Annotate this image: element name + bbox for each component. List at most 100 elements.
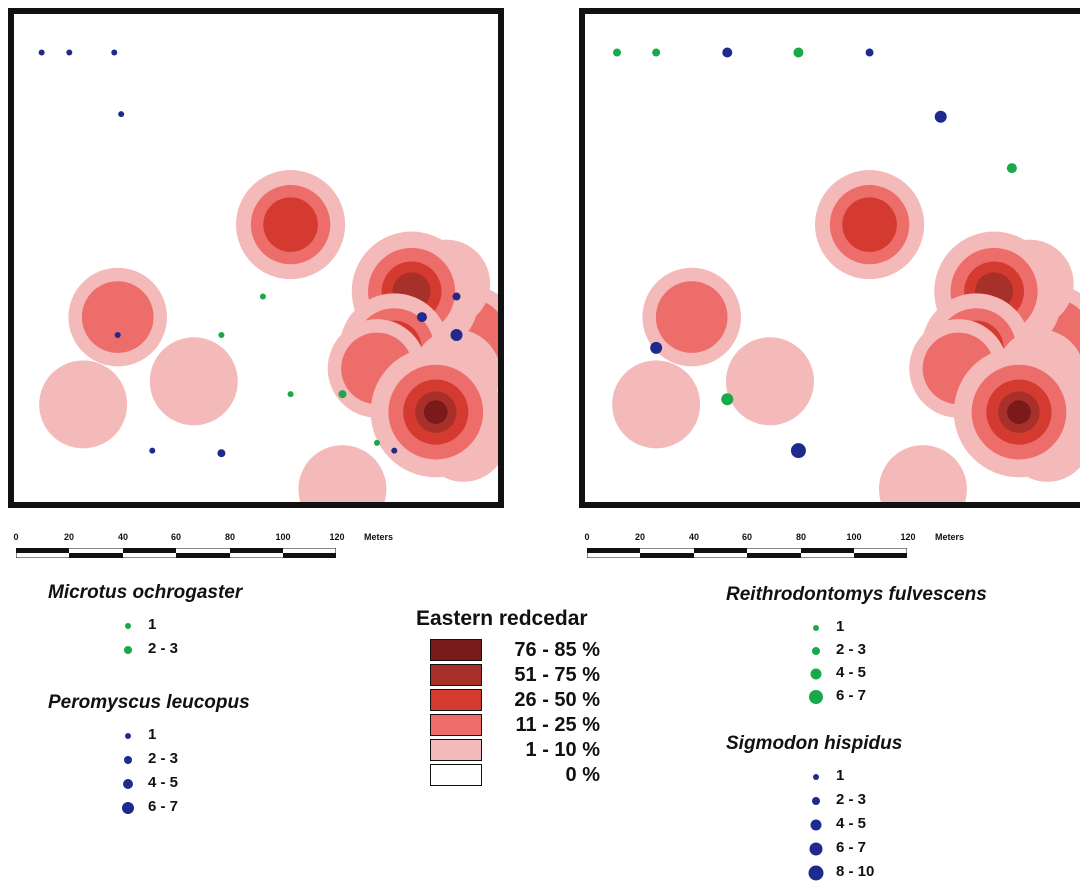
cedar-swatch bbox=[430, 664, 482, 686]
legend-row-reithrodontomys-3: 4 - 5 bbox=[806, 664, 956, 684]
scale-tick: 100 bbox=[846, 532, 862, 542]
capture-point bbox=[391, 447, 398, 454]
legend-row-sigmodon-4: 6 - 7 bbox=[806, 839, 956, 859]
capture-point bbox=[416, 312, 427, 323]
cedar-swatch bbox=[430, 764, 482, 786]
scale-tick: 20 bbox=[63, 532, 75, 542]
legend-dot-icon bbox=[813, 625, 819, 631]
map-panel-left bbox=[8, 8, 504, 508]
capture-point bbox=[259, 293, 266, 300]
scale-tick: 120 bbox=[900, 532, 916, 542]
capture-point bbox=[793, 47, 804, 58]
scale-bar-graphic bbox=[16, 548, 336, 558]
cedar-density-map-right bbox=[612, 47, 1080, 502]
scale-unit: Meters bbox=[935, 532, 965, 542]
legend-dot-icon bbox=[810, 819, 822, 831]
scale-tick: 0 bbox=[13, 532, 19, 542]
legend-dot-icon bbox=[123, 779, 133, 789]
capture-point bbox=[721, 393, 734, 406]
legend-dot-icon bbox=[809, 690, 823, 704]
capture-point bbox=[338, 390, 347, 399]
legend-row-cedar-3: 26 - 50 % bbox=[430, 689, 610, 714]
scale-bar-graphic bbox=[587, 548, 907, 558]
legend-title-reithrodontomys: Reithrodontomys fulvescens bbox=[726, 584, 987, 605]
scale-tick: 0 bbox=[584, 532, 590, 542]
capture-point bbox=[722, 47, 733, 58]
cedar-density-map-left bbox=[38, 49, 498, 502]
legend-row-microtus-2: 2 - 3 bbox=[118, 640, 268, 660]
cedar-swatch bbox=[430, 739, 482, 761]
scale-tick: 120 bbox=[329, 532, 345, 542]
capture-point bbox=[38, 49, 45, 56]
legend-row-cedar-1: 76 - 85 % bbox=[430, 639, 610, 664]
legend-row-peromyscus-2: 2 - 3 bbox=[118, 750, 268, 770]
capture-point bbox=[790, 443, 806, 459]
scale-tick: 20 bbox=[634, 532, 646, 542]
capture-point bbox=[613, 48, 622, 57]
legend-row-cedar-6: 0 % bbox=[430, 764, 610, 789]
legend-dot-icon bbox=[812, 647, 820, 655]
legend-row-cedar-5: 1 - 10 % bbox=[430, 739, 610, 764]
legend-dot-icon bbox=[808, 865, 824, 881]
cedar-patch bbox=[1007, 400, 1031, 424]
scale-bar-right: 0 20 40 60 80 100 120 Meters bbox=[579, 532, 964, 562]
legend-title-cedar: Eastern redcedar bbox=[416, 607, 588, 630]
scale-tick: 100 bbox=[275, 532, 291, 542]
capture-point bbox=[374, 439, 380, 446]
cedar-patch bbox=[81, 281, 154, 353]
capture-point bbox=[934, 110, 947, 123]
cedar-patch bbox=[423, 400, 448, 424]
legend-dot-icon bbox=[125, 623, 131, 629]
scale-bar-left: 0 20 40 60 80 100 120 Meters bbox=[8, 532, 393, 562]
cedar-patch bbox=[263, 197, 318, 252]
legend-row-reithrodontomys-4: 6 - 7 bbox=[806, 687, 956, 707]
capture-point bbox=[114, 332, 121, 339]
legend-row-peromyscus-4: 6 - 7 bbox=[118, 798, 268, 818]
cedar-patch bbox=[298, 445, 387, 502]
legend-row-sigmodon-5: 8 - 10 bbox=[806, 863, 956, 883]
capture-point bbox=[452, 292, 461, 301]
legend-row-reithrodontomys-1: 1 bbox=[806, 618, 956, 638]
legend-title-peromyscus: Peromyscus leucopus bbox=[48, 692, 250, 713]
capture-point bbox=[287, 391, 294, 398]
capture-point bbox=[652, 48, 661, 57]
capture-point bbox=[118, 111, 125, 118]
cedar-patch bbox=[878, 445, 967, 502]
capture-point bbox=[111, 49, 118, 56]
legend-title-sigmodon: Sigmodon hispidus bbox=[726, 733, 903, 754]
legend-dot-icon bbox=[122, 802, 134, 814]
legend-dot-icon bbox=[809, 842, 823, 856]
legend-dot-icon bbox=[124, 756, 132, 764]
scale-tick: 40 bbox=[117, 532, 129, 542]
cedar-swatch bbox=[430, 689, 482, 711]
capture-point bbox=[66, 49, 73, 56]
capture-point bbox=[149, 447, 156, 454]
scale-ticks-left: 0 20 40 60 80 100 120 Meters bbox=[8, 532, 393, 546]
capture-point bbox=[1006, 163, 1017, 174]
legend-row-peromyscus-1: 1 bbox=[118, 726, 268, 746]
cedar-swatch bbox=[430, 714, 482, 736]
scale-tick: 60 bbox=[741, 532, 753, 542]
scale-tick: 40 bbox=[688, 532, 700, 542]
legend-dot-icon bbox=[810, 668, 822, 680]
cedar-patch bbox=[655, 281, 728, 353]
scale-ticks-right: 0 20 40 60 80 100 120 Meters bbox=[579, 532, 964, 546]
legend-row-cedar-2: 51 - 75 % bbox=[430, 664, 610, 689]
cedar-swatch bbox=[430, 639, 482, 661]
legend-row-sigmodon-2: 2 - 3 bbox=[806, 791, 956, 811]
scale-tick: 80 bbox=[224, 532, 236, 542]
legend-row-microtus-1: 1 bbox=[118, 616, 268, 636]
legend-title-microtus: Microtus ochrogaster bbox=[48, 582, 243, 603]
legend-dot-icon bbox=[813, 774, 819, 780]
legend-dot-icon bbox=[125, 733, 131, 739]
legend-dot-icon bbox=[124, 646, 132, 654]
capture-point bbox=[650, 341, 663, 354]
cedar-patch bbox=[612, 360, 701, 449]
cedar-patch bbox=[725, 337, 814, 426]
legend-row-peromyscus-3: 4 - 5 bbox=[118, 774, 268, 794]
scale-unit: Meters bbox=[364, 532, 394, 542]
capture-point bbox=[218, 332, 225, 339]
legend-row-cedar-4: 11 - 25 % bbox=[430, 714, 610, 739]
cedar-patch bbox=[149, 337, 238, 426]
cedar-patch bbox=[39, 360, 128, 449]
